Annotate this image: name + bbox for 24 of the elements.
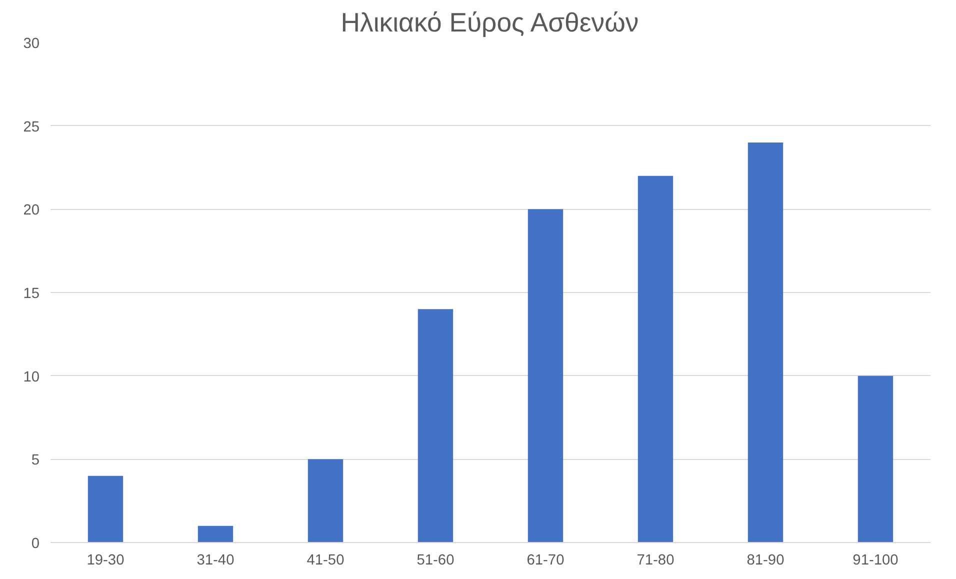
- y-tick-label: 10: [23, 369, 40, 386]
- y-tick-label: 25: [23, 119, 40, 136]
- bar: [528, 209, 564, 542]
- x-tick-label: 61-70: [526, 552, 564, 568]
- x-tick-label: 19-30: [86, 552, 124, 568]
- bar: [418, 309, 454, 542]
- x-tick-label: 91-100: [852, 552, 898, 568]
- chart-title: Ηλικιακό Εύρος Ασθενών: [340, 8, 639, 38]
- x-tick-label: 81-90: [746, 552, 784, 568]
- bar: [748, 142, 784, 542]
- y-tick-label: 20: [23, 202, 40, 219]
- x-tick-label: 71-80: [636, 552, 674, 568]
- y-tick-label: 5: [31, 452, 40, 469]
- bar: [88, 476, 124, 542]
- x-tick-label: 31-40: [196, 552, 234, 568]
- x-tick-label: 51-60: [416, 552, 454, 568]
- bar: [638, 176, 674, 542]
- y-tick-label: 0: [31, 536, 40, 552]
- y-tick-label: 15: [23, 286, 40, 302]
- x-tick-label: 41-50: [306, 552, 344, 568]
- bar: [198, 526, 234, 542]
- bar: [308, 459, 344, 542]
- y-tick-label: 30: [23, 36, 40, 52]
- bar: [858, 376, 894, 542]
